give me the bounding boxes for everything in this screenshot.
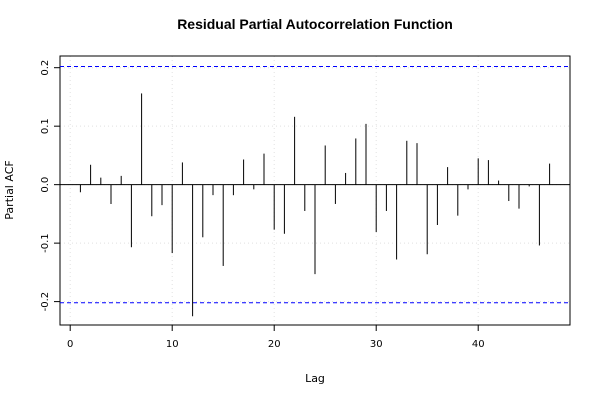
x-axis: 0 10 20 30 40 [67, 325, 485, 350]
y-tick-label-4: 0.2 [40, 60, 51, 76]
confidence-band [60, 66, 570, 304]
y-tick-label-0: -0.2 [40, 292, 51, 312]
x-tick-label-3: 30 [370, 339, 383, 350]
plot-frame [59, 55, 571, 326]
x-tick-label-4: 40 [472, 339, 485, 350]
y-tick-label-2: 0.0 [40, 177, 51, 193]
y-tick-label-1: -0.1 [40, 233, 51, 253]
y-tick-label-3: 0.1 [40, 118, 51, 134]
x-tick-label-0: 0 [67, 339, 73, 350]
x-tick-label-2: 20 [268, 339, 281, 350]
chart-title: Residual Partial Autocorrelation Functio… [177, 16, 453, 32]
pacf-bars [79, 93, 551, 317]
y-axis: -0.2 -0.1 0.0 0.1 0.2 [40, 60, 60, 312]
x-axis-label: Lag [305, 372, 325, 385]
x-tick-label-1: 10 [166, 339, 179, 350]
y-axis-label: Partial ACF [3, 160, 16, 219]
